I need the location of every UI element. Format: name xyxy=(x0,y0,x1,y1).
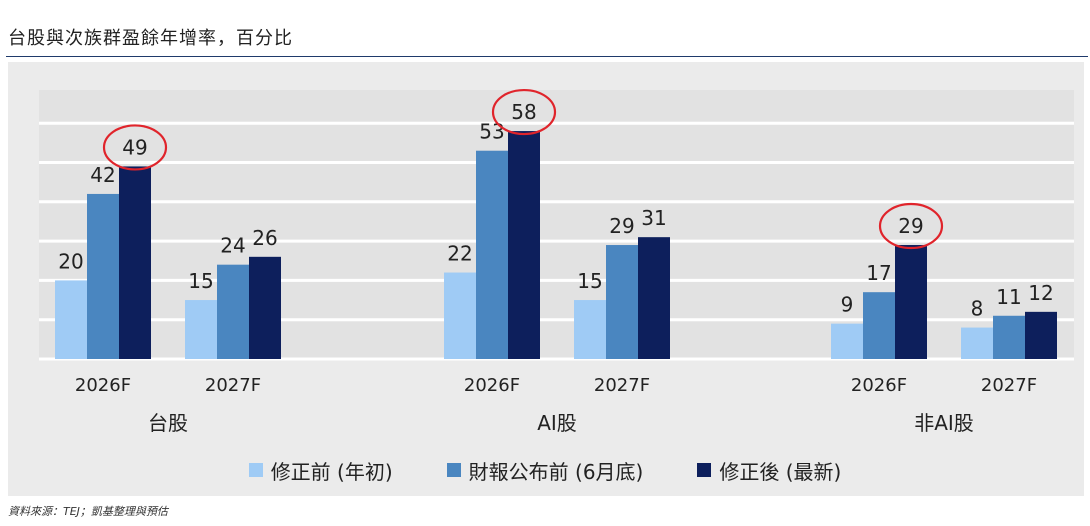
bar xyxy=(249,256,281,359)
bar xyxy=(185,300,217,359)
legend-item-series-2: 財報公布前 (6月底) xyxy=(446,456,644,485)
chart-title: 台股與次族群盈餘年增率，百分比 xyxy=(8,28,293,49)
bar xyxy=(217,264,249,359)
legend-swatch-series-3 xyxy=(697,463,712,477)
data-label: 22 xyxy=(447,242,472,266)
x-tick-label: 2027F xyxy=(981,375,1037,396)
data-label: 29 xyxy=(609,214,634,238)
data-label: 8 xyxy=(971,297,984,321)
bar xyxy=(831,323,863,359)
chart-panel: 20 42 49 2026F 15 24 26 2027F 台股 22 53 58 2026F 15 29 3… xyxy=(8,62,1084,496)
data-label: 31 xyxy=(641,206,666,230)
bar xyxy=(508,131,540,359)
bar xyxy=(895,245,927,359)
data-label: 15 xyxy=(188,269,213,293)
bar-chart: 20 42 49 2026F 15 24 26 2027F 台股 22 53 58 2026F 15 29 3… xyxy=(39,88,1074,435)
bar xyxy=(1025,311,1057,359)
bar xyxy=(638,237,670,359)
highlight-circle xyxy=(491,88,557,136)
x-tick-label: 2027F xyxy=(205,375,261,396)
legend-swatch-series-2 xyxy=(446,463,461,477)
legend-item-series-1: 修正前 (年初) xyxy=(248,456,393,485)
legend-label-series-3: 修正後 (最新) xyxy=(719,459,842,484)
data-label: 49 xyxy=(122,135,147,159)
bar xyxy=(55,280,87,359)
data-label: 58 xyxy=(511,100,536,124)
x-tick-label: 2026F xyxy=(851,375,907,396)
data-label: 26 xyxy=(252,226,277,250)
bar xyxy=(87,193,119,359)
data-label: 20 xyxy=(58,249,83,273)
bar xyxy=(863,292,895,359)
data-label: 9 xyxy=(841,293,854,317)
x-tick-label: 2026F xyxy=(464,375,520,396)
bar xyxy=(119,166,151,359)
bar xyxy=(444,272,476,359)
legend: 修正前 (年初) 財報公布前 (6月底) 修正後 (最新) xyxy=(0,456,1090,484)
bar xyxy=(574,300,606,359)
legend-swatch-series-1 xyxy=(248,463,263,477)
data-label: 12 xyxy=(1028,281,1053,305)
group-label: 台股 xyxy=(148,411,188,435)
title-divider xyxy=(6,56,1088,57)
x-tick-label: 2027F xyxy=(594,375,650,396)
data-label: 24 xyxy=(220,234,245,258)
data-label: 11 xyxy=(996,285,1021,309)
legend-item-series-3: 修正後 (最新) xyxy=(697,456,841,485)
bar xyxy=(606,245,638,359)
legend-label-series-1: 修正前 (年初) xyxy=(270,459,393,484)
data-label: 29 xyxy=(898,214,923,238)
data-label: 15 xyxy=(577,269,602,293)
bar xyxy=(993,315,1025,359)
data-label: 53 xyxy=(479,120,504,144)
data-label: 17 xyxy=(866,261,891,285)
highlight-circle xyxy=(102,124,168,171)
source-note: 資料來源：TEJ；凱基整理與預估 xyxy=(8,505,168,518)
highlight-circle xyxy=(878,202,944,250)
data-label: 42 xyxy=(90,163,115,187)
legend-label-series-2: 財報公布前 (6月底) xyxy=(468,459,644,484)
group-label: AI股 xyxy=(537,411,577,435)
bar xyxy=(961,327,993,359)
group-label: 非AI股 xyxy=(914,411,974,435)
bar xyxy=(476,150,508,359)
x-tick-label: 2026F xyxy=(75,375,131,396)
